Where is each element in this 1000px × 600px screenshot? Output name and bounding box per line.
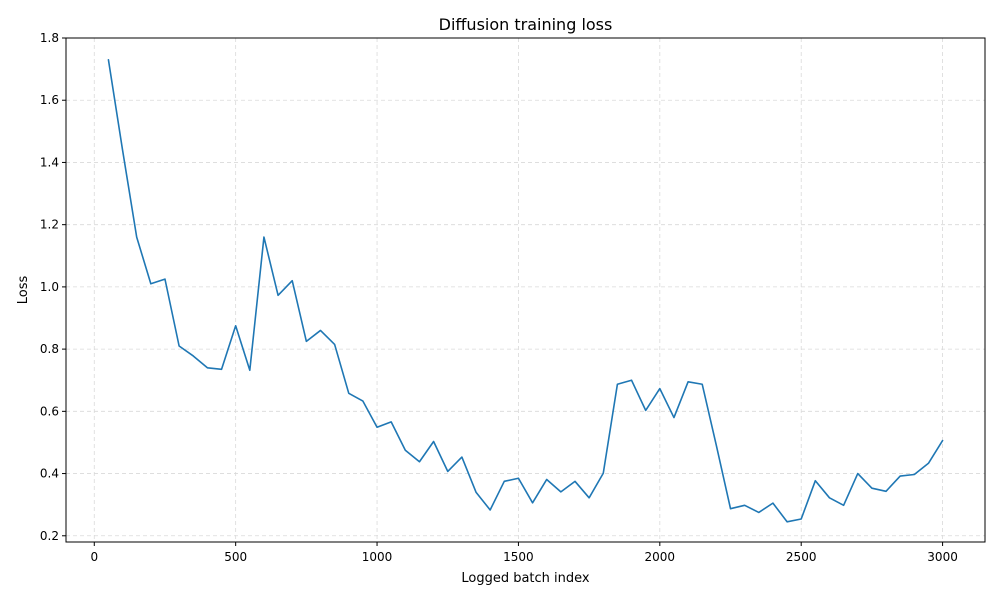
chart-title: Diffusion training loss — [439, 15, 613, 34]
x-axis-label: Logged batch index — [461, 571, 590, 586]
x-tick-label: 1000 — [362, 550, 393, 564]
x-tick-label: 500 — [224, 550, 247, 564]
loss-series-line — [107, 58, 944, 523]
x-tick-label: 1500 — [503, 550, 534, 564]
y-tick-label: 1.2 — [40, 218, 59, 232]
grid — [66, 37, 985, 542]
plot-frame — [65, 37, 986, 543]
y-axis-label: Loss — [16, 276, 31, 305]
x-axis: 0 500 1000 1500 2000 2500 3000 — [90, 542, 958, 564]
y-tick-label: 1.8 — [40, 31, 59, 45]
x-tick-label: 3000 — [927, 550, 958, 564]
x-tick-label: 0 — [90, 550, 98, 564]
y-tick-label: 0.6 — [40, 404, 59, 418]
x-tick-label: 2500 — [786, 550, 817, 564]
x-tick-label: 2000 — [645, 550, 676, 564]
y-tick-label: 0.8 — [40, 342, 59, 356]
y-axis: 0.2 0.4 0.6 0.8 1.0 1.2 1.4 1.6 1.8 — [40, 31, 66, 543]
y-tick-label: 0.2 — [40, 529, 59, 543]
y-tick-label: 1.6 — [40, 93, 59, 107]
y-tick-label: 1.4 — [40, 155, 59, 169]
y-tick-label: 0.4 — [40, 467, 59, 481]
y-tick-label: 1.0 — [40, 280, 59, 294]
